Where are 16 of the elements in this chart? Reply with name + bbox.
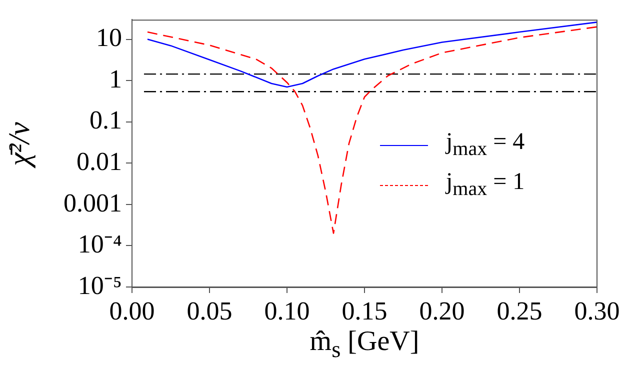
y-tick-label: 1 xyxy=(109,64,122,94)
x-axis-title: m̂$_{s}$ [GeV] xyxy=(310,326,420,364)
line-series xyxy=(146,26,597,234)
y-tick-label: 10⁻⁴ xyxy=(78,230,122,259)
y-tick-label: 0.1 xyxy=(90,106,122,135)
legend-label: j$_{max}$ = 4 xyxy=(446,129,525,161)
x-tick-label: 0.15 xyxy=(342,296,388,326)
x-tick-label: 0.20 xyxy=(419,296,465,326)
x-tick-label: 0.25 xyxy=(496,296,542,326)
legend-label: j$_{max}$ = 1 xyxy=(446,169,525,201)
y-tick-label: 10 xyxy=(96,23,122,52)
x-tick-label: 0.10 xyxy=(264,296,310,326)
y-tick-label: 0.001 xyxy=(64,188,122,218)
y-tick-label: 0.01 xyxy=(76,146,122,176)
x-tick-label: 0.05 xyxy=(186,296,232,326)
x-tick-label: 0.30 xyxy=(574,296,620,326)
